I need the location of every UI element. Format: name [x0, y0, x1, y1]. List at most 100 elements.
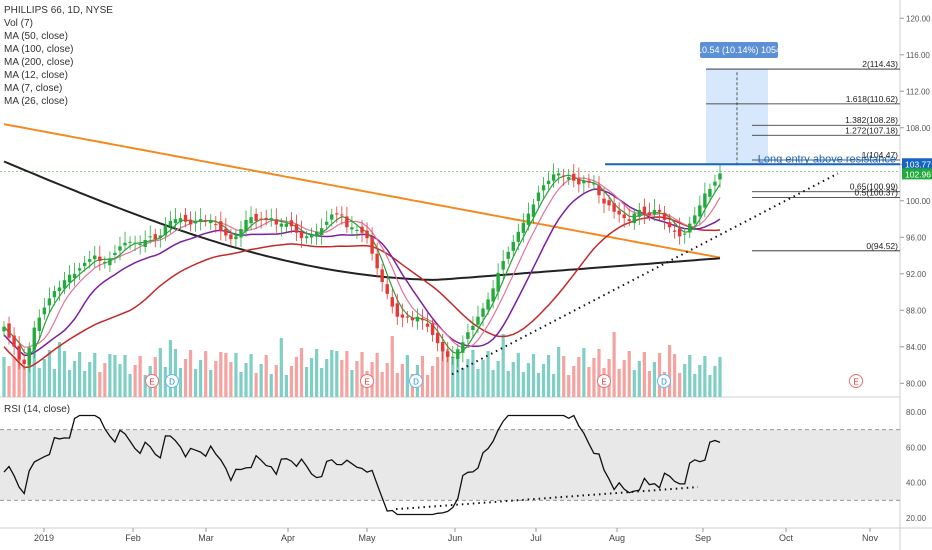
candle-body: [415, 316, 420, 322]
candle-body: [365, 230, 369, 239]
volume-bar: [557, 347, 561, 397]
volume-bar: [567, 375, 571, 397]
candle-body: [597, 185, 601, 196]
volume-bar: [219, 352, 223, 397]
legend-title: PHILLIPS 66, 1D, NYSE: [4, 5, 113, 16]
candle-body: [698, 205, 702, 217]
volume-bar: [456, 349, 460, 397]
candle-body: [229, 234, 233, 240]
candle-body: [62, 280, 67, 289]
volume-bar: [249, 354, 253, 397]
candle-body: [511, 241, 515, 251]
legend-vol: Vol (7): [4, 18, 33, 29]
candle-body: [330, 214, 334, 220]
volume-bar: [552, 374, 556, 397]
time-tick-label: Feb: [125, 533, 141, 543]
candle-body: [103, 261, 107, 264]
volume-bar: [713, 366, 717, 397]
volume-bar: [37, 368, 41, 397]
volume-bar: [138, 356, 142, 397]
time-tick-label: Nov: [862, 533, 879, 543]
candle-body: [677, 228, 682, 237]
volume-bar: [425, 375, 430, 397]
rsi-tick-label: 20.00: [906, 514, 927, 523]
volume-bar: [430, 366, 435, 397]
candle-body: [430, 323, 435, 335]
volume-bar: [345, 351, 349, 397]
volume-bar: [501, 334, 505, 397]
time-tick-label: Jul: [530, 533, 542, 543]
volume-bar: [244, 363, 248, 397]
time-tick-label: Jun: [448, 533, 463, 543]
volume-bar: [486, 351, 490, 397]
volume-bar: [12, 357, 16, 397]
candle-body: [319, 228, 324, 236]
price-tick-label: 96.00: [906, 233, 927, 242]
fib-label: 0(94.52): [866, 241, 898, 251]
rsi-tick-label: 60.00: [906, 443, 927, 452]
measure-label: 10.54 (10.14%) 1054: [697, 45, 781, 55]
candle-body: [375, 253, 379, 269]
candle-body: [617, 210, 621, 215]
volume-bar: [173, 349, 178, 397]
candle-body: [395, 303, 399, 317]
volume-bar: [158, 348, 162, 397]
candle-body: [325, 221, 329, 225]
volume-bar: [83, 371, 87, 397]
candle-body: [466, 332, 470, 339]
volume-bar: [441, 348, 445, 397]
candle-body: [561, 175, 566, 177]
volume-bar: [108, 354, 112, 397]
event-marker: [145, 374, 159, 388]
event-marker-label: E: [853, 378, 858, 387]
volume-bar: [375, 353, 379, 397]
volume-bar: [52, 369, 57, 397]
candle-body: [577, 178, 581, 185]
volume-bar: [178, 368, 183, 397]
volume-bar: [204, 351, 208, 397]
candle-body: [582, 180, 586, 184]
volume-bar: [209, 370, 213, 397]
time-tick-label: May: [358, 533, 376, 543]
candle-body: [405, 316, 410, 318]
candle-body: [531, 204, 536, 217]
candle-body: [304, 236, 309, 239]
candles: [2, 163, 722, 373]
volume-bar: [587, 367, 591, 397]
volume-bar: [214, 361, 218, 397]
volume-bar: [188, 350, 193, 397]
price-tick-label: 112.00: [906, 87, 930, 96]
legend-ma7: MA (7, close): [4, 83, 63, 94]
volume-bar: [577, 357, 581, 397]
volume-bar: [168, 340, 172, 397]
candle-body: [526, 213, 531, 225]
rsi-tick-label: 80.00: [906, 408, 927, 417]
candle-body: [693, 215, 697, 224]
volume-bar: [673, 354, 677, 397]
volume-bar: [67, 370, 72, 397]
last-price-label: 103.77: [905, 159, 931, 169]
volume-bar: [572, 366, 576, 397]
candle-body: [506, 251, 510, 259]
candle-body: [264, 217, 268, 220]
volume-bar: [400, 364, 404, 397]
volume-bar: [451, 358, 455, 397]
candle-body: [536, 192, 541, 202]
fib-label: 1(104.47): [862, 150, 899, 160]
volume-bar: [436, 357, 440, 397]
volume-bar: [27, 358, 31, 397]
candle-body: [440, 342, 445, 352]
time-tick-label: Aug: [609, 533, 625, 543]
candle-body: [420, 318, 425, 321]
volume-bar: [405, 355, 409, 397]
rsi-trendline: [395, 486, 699, 511]
volume-bar: [123, 355, 127, 397]
candle-body: [622, 214, 626, 219]
volume-bar: [511, 362, 515, 397]
price-tick-label: 108.00: [906, 124, 931, 133]
candle-body: [456, 349, 460, 360]
measure-label-box: [700, 42, 778, 58]
volume-bar: [678, 373, 682, 397]
legend-ma50: MA (50, close): [4, 31, 68, 42]
